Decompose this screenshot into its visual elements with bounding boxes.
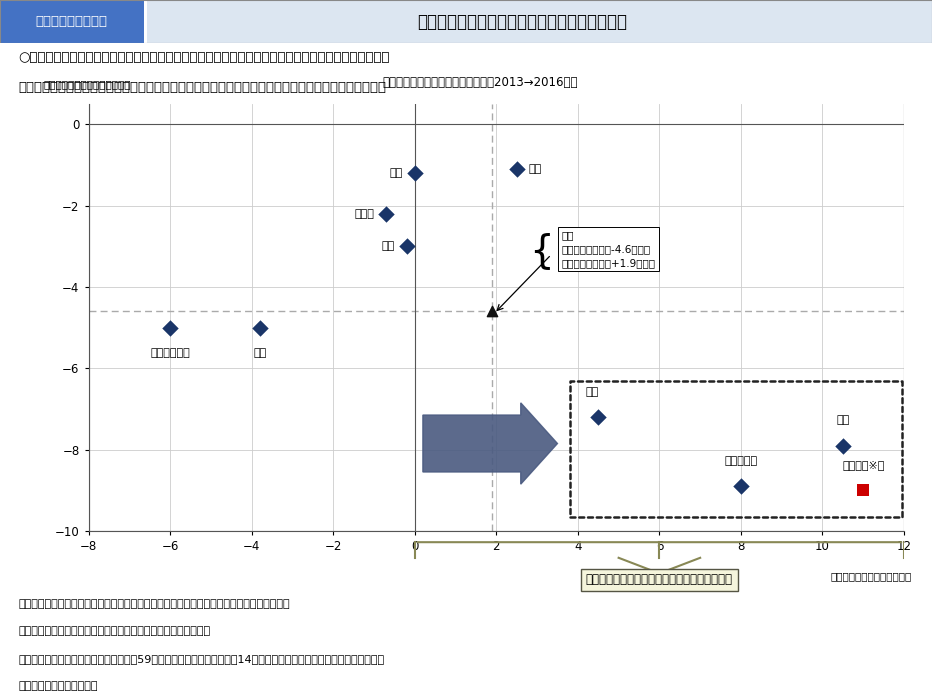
Text: 北海道: 北海道 (354, 209, 374, 219)
Point (509, 164, 524, 175)
FancyArrow shape (423, 403, 557, 484)
Text: 【労働力人口（増減・万人】: 【労働力人口（増減・万人】 (831, 571, 912, 582)
Text: 東海: 東海 (586, 387, 599, 397)
Text: 東北: 東北 (254, 348, 267, 358)
Point (591, 412, 606, 423)
Text: 北関東・甲信: 北関東・甲信 (150, 348, 190, 358)
Bar (147, 0, 932, 43)
Point (835, 440, 850, 451)
Bar (569, 380, 902, 517)
Text: 完全失業者数・労働力人口の動き（2013→2016年）: 完全失業者数・労働力人口の動き（2013→2016年） (382, 76, 578, 89)
Point (378, 208, 393, 219)
Text: ○　地域別に完全失業者数・労働力人口の動きをみると、全ての地域で完全失業者数は減少している中: ○ 地域別に完全失業者数・労働力人口の動きをみると、全ての地域で完全失業者数は減… (19, 51, 390, 65)
Text: 地域別にみた完全失業者数・労働力人口の動き: 地域別にみた完全失業者数・労働力人口の動き (417, 12, 627, 31)
Text: 中国: 中国 (381, 242, 394, 251)
Point (733, 481, 748, 492)
Point (253, 322, 267, 333)
Bar (0, 0, 144, 43)
Text: いたもの。: いたもの。 (19, 681, 98, 691)
Text: {: { (528, 232, 554, 270)
Text: で、南関東、近畿、東海、九州・沖縄では労働参加が進んだことにより労働力人口が増加している。: で、南関東、近畿、東海、九州・沖縄では労働参加が進んだことにより労働力人口が増加… (19, 81, 387, 94)
Point (856, 484, 870, 496)
Point (163, 322, 178, 333)
Text: 北陸: 北陸 (529, 164, 542, 174)
Text: 平均
（完全失業者数：-4.6万人）
（労働力人口　：+1.9万人）: 平均 （完全失業者数：-4.6万人） （労働力人口 ：+1.9万人） (561, 230, 655, 268)
Text: 近畿: 近畿 (836, 415, 849, 425)
Text: 【完全失業者数（増減・万人】: 【完全失業者数（増減・万人】 (44, 79, 131, 89)
Text: 第１－（２）－５図: 第１－（２）－５図 (35, 15, 108, 28)
Text: 資料出所　総務省統計局「労働力調査」をもとに厚生労働省労働政策担当参事官室にて作成: 資料出所 総務省統計局「労働力調査」をもとに厚生労働省労働政策担当参事官室にて作… (19, 600, 290, 609)
Text: ２）　南関東は労働力人口が59万人増加し、完全失業者数が14万人減少。なお、図中の平均値は南関東を除: ２） 南関東は労働力人口が59万人増加し、完全失業者数が14万人減少。なお、図中… (19, 654, 385, 664)
Text: 四国: 四国 (390, 168, 403, 178)
Point (399, 241, 414, 252)
Text: （注）　１）　地域区分は第１－（２）－４図（注）を参照。: （注） １） 地域区分は第１－（２）－４図（注）を参照。 (19, 626, 211, 636)
Text: 南関東（※）: 南関東（※） (843, 460, 884, 470)
Text: 失業者数の減少とともに労働参加が進んだ地域: 失業者数の減少とともに労働参加が進んだ地域 (586, 573, 733, 586)
Point (407, 168, 422, 179)
Point (485, 306, 500, 317)
Text: 九州・沖縄: 九州・沖縄 (724, 456, 758, 466)
